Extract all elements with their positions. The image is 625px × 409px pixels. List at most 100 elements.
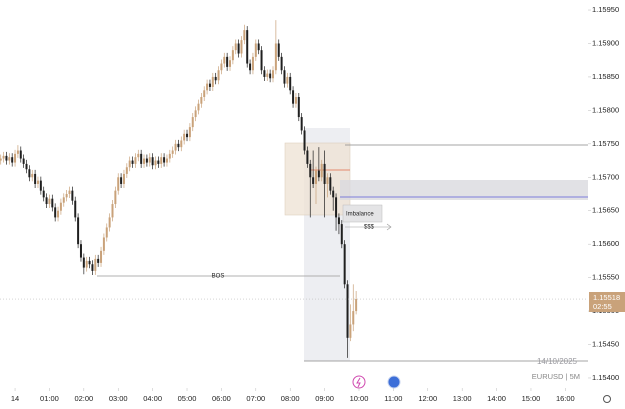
drawings: BOS Imbalance $$$: [97, 128, 588, 362]
candle-body: [22, 158, 25, 164]
event-icon-bolt: [356, 377, 361, 388]
candle-body: [163, 157, 166, 163]
x-tick-label: 11:00: [384, 394, 402, 403]
candle-body: [286, 76, 289, 84]
y-tick-label: 1.15700: [592, 172, 619, 181]
candle-body: [208, 83, 211, 87]
candle-body: [171, 150, 174, 154]
candle-body: [260, 50, 263, 71]
candle-body: [229, 60, 232, 67]
candle-body: [108, 217, 111, 228]
candle-body: [168, 153, 171, 159]
watermark-symbol: EURUSD | 5M: [532, 372, 580, 381]
candle-body: [183, 133, 186, 141]
candle-body: [111, 204, 114, 218]
candle-body: [48, 198, 51, 205]
candle-body: [306, 150, 309, 164]
price-tag: [589, 292, 625, 312]
candle-body: [188, 127, 191, 138]
candle-body: [5, 155, 8, 161]
candle-body: [65, 194, 68, 198]
candle-body: [320, 163, 323, 178]
event-icon[interactable]: [352, 375, 366, 389]
candle-body: [157, 160, 160, 164]
candles: [0, 20, 588, 358]
x-tick-label: 16:00: [556, 394, 575, 403]
bos-label: BOS: [212, 274, 225, 280]
candle-body: [8, 157, 11, 161]
candle-body: [343, 244, 346, 285]
x-tick-label: 02:00: [74, 394, 93, 403]
candle-body: [220, 63, 223, 71]
imbalance-box: [342, 204, 383, 223]
candle-body: [36, 180, 39, 184]
price-tag-price: 1.15518: [593, 293, 620, 302]
x-tick-label: 08:00: [281, 394, 300, 403]
flag-icon[interactable]: [387, 375, 401, 389]
candle-body: [177, 143, 180, 148]
candle-body: [206, 83, 209, 91]
x-tick-label: 04:00: [143, 394, 162, 403]
candle-body: [125, 167, 128, 174]
x-tick-label: 15:00: [522, 394, 541, 403]
price-tag-countdown: 02:55: [593, 302, 612, 311]
candle-body: [0, 158, 2, 161]
x-tick-label: 07:00: [246, 394, 265, 403]
candle-body: [25, 163, 28, 170]
candle-body: [349, 324, 352, 338]
candle-body: [16, 150, 19, 154]
settings-icon[interactable]: [603, 395, 611, 403]
candle-body: [137, 153, 140, 158]
y-tick-label: 1.15400: [592, 373, 619, 382]
candle-body: [237, 43, 240, 54]
candle-body: [249, 63, 252, 71]
watermark-date: 14/10/2025: [537, 357, 578, 366]
candle-body: [300, 117, 303, 131]
candle-body: [251, 56, 254, 71]
candle-body: [131, 160, 134, 164]
candle-body: [14, 153, 17, 163]
candle-body: [314, 170, 317, 184]
candle-body: [203, 90, 206, 97]
candle-body: [294, 97, 297, 104]
candle-body: [272, 70, 275, 79]
candle-body: [148, 157, 151, 163]
candle-body: [280, 56, 283, 71]
y-tick-label: 1.15650: [592, 206, 619, 215]
x-tick-label: 01:00: [40, 394, 59, 403]
candle-body: [352, 311, 355, 325]
candle-body: [269, 73, 272, 79]
x-tick-label: 14:00: [487, 394, 506, 403]
candle-body: [59, 202, 62, 211]
candle-body: [151, 157, 154, 166]
candle-body: [85, 260, 88, 268]
order-block: [284, 142, 351, 216]
candle-body: [297, 97, 300, 118]
y-tick-label: 1.15750: [592, 139, 619, 148]
candle-body: [266, 73, 269, 77]
candle-body: [105, 227, 108, 238]
candle-body: [211, 76, 214, 87]
candle-body: [120, 177, 123, 184]
candle-body: [51, 198, 54, 208]
candle-body: [145, 158, 148, 163]
candle-body: [197, 103, 200, 111]
candle-body: [191, 117, 194, 128]
candle-body: [117, 177, 120, 191]
candle-body: [39, 180, 42, 191]
candle-body: [97, 258, 100, 263]
candle-body: [340, 224, 343, 245]
candle-body: [303, 130, 306, 151]
candle-body: [82, 257, 85, 268]
candle-body: [329, 177, 332, 191]
candle-body: [200, 97, 203, 104]
candle-body: [217, 70, 220, 81]
candle-body: [28, 169, 31, 178]
candle-body: [143, 158, 146, 164]
candle-body: [31, 173, 34, 178]
candle-body: [332, 190, 335, 198]
candle-body: [68, 190, 71, 194]
candle-body: [74, 200, 77, 218]
candle-body: [243, 30, 246, 41]
